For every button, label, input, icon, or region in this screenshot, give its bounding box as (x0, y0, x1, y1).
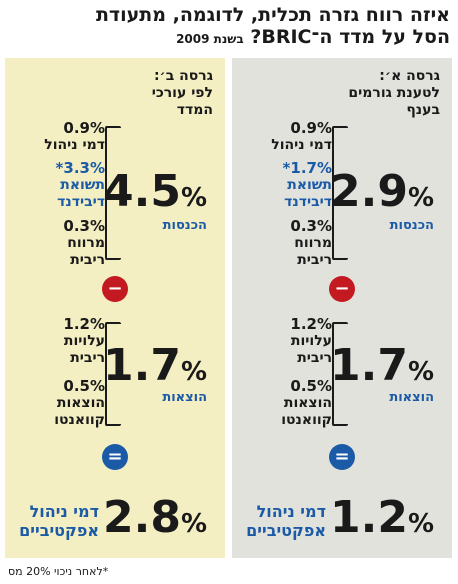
panel-b-header-line: לפי עורכי (151, 85, 213, 101)
panel-b-item-interest-spread: 0.3% מרווח ריבית (45, 218, 105, 269)
item-value: 0.5% (63, 377, 105, 395)
title-block: איזה רווח גזרה תכלית, לדוגמה, מתעודת הסל… (8, 4, 450, 50)
item-value: 3.3%* (55, 159, 105, 177)
panel-b-header-line: גרסה ב׳: (153, 68, 213, 84)
item-label: עלויות ריבית (63, 333, 105, 366)
panel-a-item-interest-costs: 1.2% עלויות ריבית (272, 316, 332, 367)
panel-b-result-label: דמי ניהול אפקטיביים (19, 502, 99, 540)
title-subtitle: בשנת 2009 (176, 32, 244, 46)
panel-a-item-management-fee: 0.9% דמי ניהול (271, 120, 332, 154)
panel-a-expense-label: הוצאות (389, 390, 434, 405)
panel-b-item-interest-costs: 1.2% עלויות ריבית (45, 316, 105, 367)
panel-version-b: גרסה ב׳: לפי עורכי המדד 0.9% דמי ניהול 3… (5, 58, 225, 558)
panel-a-result-label: דמי ניהול אפקטיביים (246, 502, 326, 540)
item-value: 1.7%* (282, 159, 332, 177)
item-label: תשואת דיבידנד (284, 177, 332, 210)
equals-icon: = (102, 444, 128, 470)
panel-b-expense-label: הוצאות (162, 390, 207, 405)
item-label: הוצאות קוואנטו (281, 395, 332, 428)
panel-b-expense-brace (105, 322, 121, 426)
panel-a-expense-value: 1.7% (329, 340, 434, 391)
minus-icon: − (102, 276, 128, 302)
panel-a-header: גרסה א׳: לטענת גורמים בענף (348, 68, 440, 119)
panel-a-income-brace (332, 126, 348, 260)
item-value: 1.2% (63, 315, 105, 333)
title-line-1: איזה רווח גזרה תכלית, לדוגמה, מתעודת (95, 4, 450, 26)
footnote: *לאחר ניכוי 20% מס (8, 565, 109, 578)
item-label: מרווח ריבית (67, 235, 105, 268)
item-label: תשואת דיבידנד (57, 177, 105, 210)
panel-b-income-value: 4.5% (102, 166, 207, 217)
panel-a-income-value: 2.9% (329, 166, 434, 217)
panel-a-header-line: בענף (406, 102, 440, 118)
panel-version-a: גרסה א׳: לטענת גורמים בענף 0.9% דמי ניהו… (232, 58, 452, 558)
item-label: דמי ניהול (44, 137, 105, 153)
panel-b-item-dividend: 3.3%* תשואת דיבידנד (35, 160, 105, 211)
item-value: 0.5% (290, 377, 332, 395)
item-label: עלויות ריבית (290, 333, 332, 366)
panel-a-item-quanto-costs: 0.5% הוצאות קוואנטו (262, 378, 332, 429)
panel-b-header: גרסה ב׳: לפי עורכי המדד (152, 68, 213, 119)
panel-a-income-label: הכנסות (389, 218, 434, 233)
panel-b-income-label: הכנסות (162, 218, 207, 233)
minus-icon: − (329, 276, 355, 302)
panel-a-header-line: לטענת גורמים (348, 85, 440, 101)
panel-a-item-interest-spread: 0.3% מרווח ריבית (272, 218, 332, 269)
panel-b-item-quanto-costs: 0.5% הוצאות קוואנטו (35, 378, 105, 429)
item-label: דמי ניהול (271, 137, 332, 153)
item-value: 0.9% (63, 119, 105, 137)
panel-a-item-dividend: 1.7%* תשואת דיבידנד (262, 160, 332, 211)
panel-b-expense-value: 1.7% (102, 340, 207, 391)
item-label: מרווח ריבית (294, 235, 332, 268)
panel-b-item-management-fee: 0.9% דמי ניהול (44, 120, 105, 154)
panel-b-header-line: המדד (176, 102, 213, 118)
item-value: 1.2% (290, 315, 332, 333)
item-label: הוצאות קוואנטו (54, 395, 105, 428)
panel-a-expense-brace (332, 322, 348, 426)
panel-a-header-line: גרסה א׳: (379, 68, 440, 84)
title-line-2-text: הסל על מדד ה־BRIC? (250, 26, 450, 48)
item-value: 0.3% (63, 217, 105, 235)
panel-b-income-brace (105, 126, 121, 260)
item-value: 0.9% (290, 119, 332, 137)
title-line-2: הסל על מדד ה־BRIC? בשנת 2009 (8, 26, 450, 50)
item-value: 0.3% (290, 217, 332, 235)
panel-a-result-value: 1.2% (329, 492, 434, 543)
panel-b-result-value: 2.8% (102, 492, 207, 543)
equals-icon: = (329, 444, 355, 470)
